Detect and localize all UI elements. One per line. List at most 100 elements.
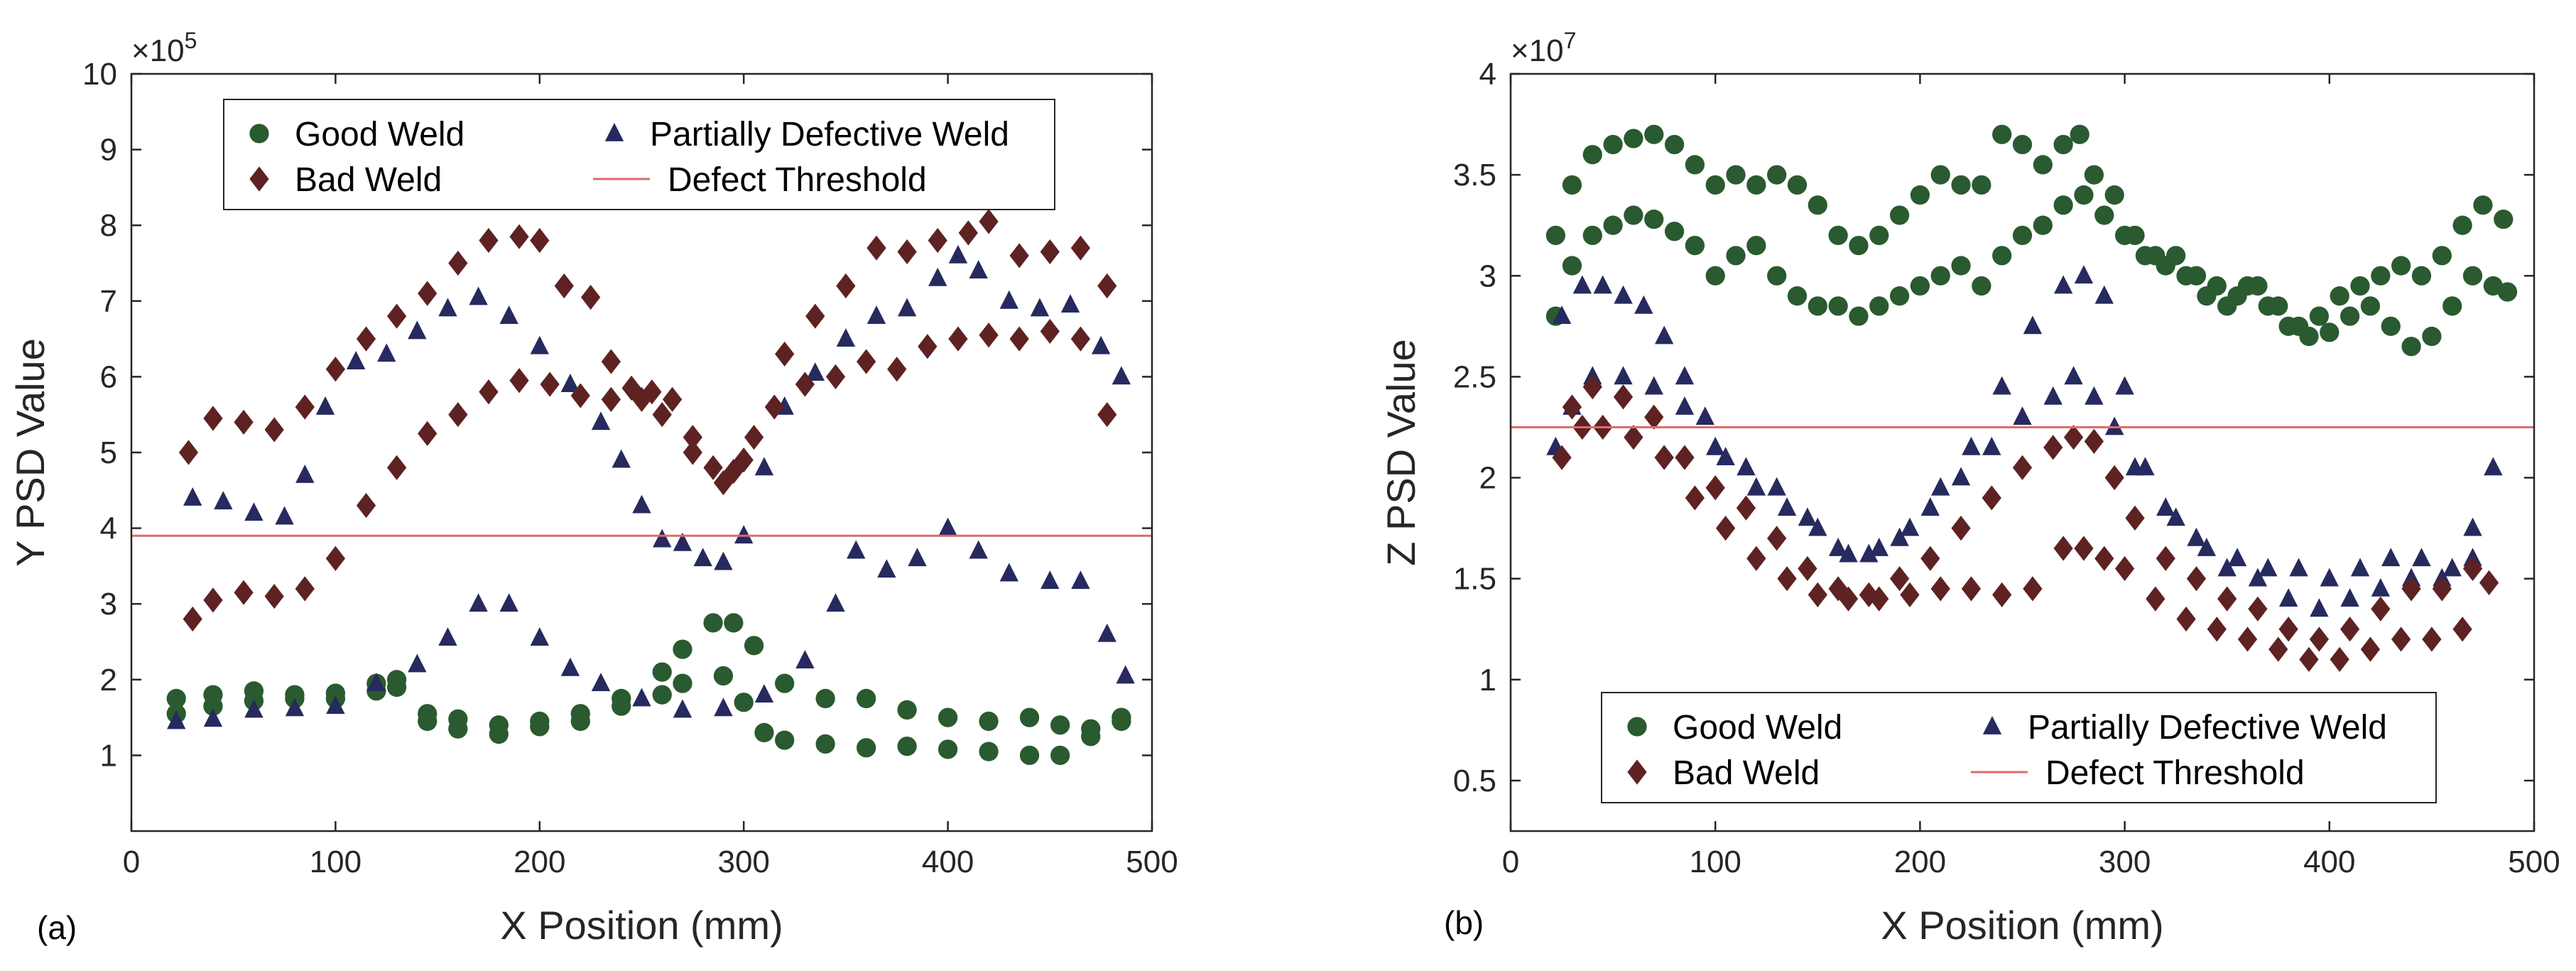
point-good-0-47-b (2494, 210, 2513, 229)
point-partial-3-19-b (2053, 275, 2073, 294)
point-good-1-19-a (815, 688, 835, 709)
series-partial-3-b (1552, 265, 2503, 587)
point-partial-2-13-b (1920, 497, 1940, 516)
point-good-1-20-b (1951, 256, 1971, 276)
y-ticks-b: 0.5 1 1.5 2 2.5 3 3.5 4 (1453, 57, 2534, 798)
point-good-1-11-a (570, 704, 590, 724)
point-partial-3-29-a (948, 244, 968, 264)
legend-label-b-2: Bad Weld (1673, 754, 1820, 792)
point-bad-5-15-b (2012, 455, 2033, 480)
point-good-1-24-a (1019, 707, 1040, 727)
point-bad-5-24-a (805, 303, 825, 329)
point-bad-4-13-b (1930, 576, 1950, 602)
point-good-1-10-a (530, 711, 550, 732)
point-partial-2-3-a (285, 698, 305, 717)
point-partial-3-33-b (2442, 558, 2462, 577)
y-tick-label-a-3: 4 (100, 511, 117, 546)
point-partial-2-17-b (2043, 386, 2063, 405)
point-good-1-21-a (897, 700, 917, 720)
point-good-1-3-a (285, 685, 305, 705)
point-partial-3-13-a (560, 374, 580, 392)
x-ticks-b: 0 100 200 300 400 500 (1502, 74, 2560, 879)
point-bad-5-21-a (724, 459, 744, 484)
point-partial-2-28-b (2340, 588, 2359, 607)
point-partial-3-32-b (2412, 548, 2431, 567)
point-good-1-21-b (1972, 276, 1991, 296)
point-bad-4-1-a (203, 587, 223, 613)
point-bad-4-30-a (1070, 326, 1091, 352)
point-partial-3-16-a (632, 494, 651, 514)
point-good-1-29-b (2135, 246, 2156, 266)
point-bad-5-5-b (1705, 475, 1725, 501)
x-tick-label-b-5: 500 (2508, 845, 2560, 879)
point-bad-5-26-a (866, 235, 886, 261)
chart-panel-a: 0 100 200 300 400 500 1 2 3 4 5 6 7 8 9 10 X Position … (8, 28, 1178, 948)
point-partial-3-4-b (1634, 295, 1653, 314)
point-partial-3-8-a (408, 320, 427, 340)
point-partial-3-35-a (1112, 366, 1131, 385)
point-partial-2-24-a (999, 563, 1019, 582)
point-good-0-23-b (2012, 134, 2033, 155)
legend-swatch-b-0 (1627, 717, 1647, 737)
point-good-1-4-b (1624, 205, 1643, 225)
panel-label-a: (a) (37, 909, 77, 946)
point-bad-5-6-b (1736, 495, 1756, 521)
point-partial-3-35-b (2484, 457, 2503, 476)
point-partial-2-23-a (969, 540, 988, 559)
point-good-1-13-b (1808, 296, 1827, 316)
y-exponent-power-b: 7 (1564, 28, 1577, 53)
point-partial-3-1-a (214, 491, 233, 510)
point-good-0-22-b (1992, 124, 2012, 144)
point-good-0-39-b (2330, 286, 2349, 306)
point-good-1-15-a (703, 613, 723, 633)
point-partial-3-11-a (499, 305, 518, 325)
point-good-1-17-b (1889, 286, 1910, 306)
point-good-1-14-b (1828, 296, 1848, 316)
point-bad-4-22-a (825, 364, 846, 389)
point-good-0-40-b (2350, 276, 2370, 296)
point-bad-5-32-a (1040, 239, 1060, 265)
point-bad-4-19-b (2094, 546, 2114, 571)
point-partial-2-0-a (167, 710, 186, 729)
legend-box-a (223, 99, 1055, 210)
point-partial-3-15-a (612, 449, 631, 468)
point-bad-4-8-b (1777, 566, 1797, 592)
point-good-1-41-b (2381, 316, 2401, 336)
point-good-1-16-a (724, 613, 744, 633)
point-good-1-12-b (1787, 286, 1808, 306)
legend-swatch-a-1 (604, 122, 624, 141)
point-bad-4-2-a (234, 580, 254, 605)
point-partial-2-20-a (877, 559, 896, 578)
y-tick-label-b-6: 3.5 (1453, 158, 1496, 192)
point-partial-3-5-b (1654, 325, 1674, 345)
point-good-0-16-a (734, 693, 754, 712)
legend-item-b-2: Bad Weld (1627, 754, 1820, 792)
point-good-1-6-b (1664, 222, 1685, 242)
series-partial-2-b (1546, 366, 2482, 617)
y-tick-label-a-7: 8 (100, 208, 117, 243)
point-good-0-22-a (938, 739, 958, 759)
point-partial-2-27-a (1097, 623, 1116, 642)
point-bad-4-7-a (386, 455, 407, 480)
point-partial-2-12-a (591, 673, 611, 692)
point-good-0-45-b (2452, 215, 2472, 235)
point-bad-5-17-a (642, 379, 662, 405)
point-good-1-12-a (612, 688, 631, 709)
point-bad-4-12-a (540, 371, 560, 397)
point-good-1-0-a (166, 688, 186, 709)
point-partial-3-24-a (805, 362, 825, 381)
point-bad-4-14-a (601, 386, 621, 412)
point-partial-3-10-a (469, 286, 488, 305)
point-partial-2-19-a (847, 540, 866, 559)
point-bad-5-0-a (178, 440, 199, 465)
data-marks-a (166, 209, 1135, 766)
point-good-1-42-b (2401, 337, 2421, 357)
point-partial-3-29-b (2320, 568, 2339, 587)
y-tick-label-a-5: 6 (100, 359, 117, 394)
point-bad-5-16-b (2043, 435, 2063, 460)
point-bad-5-15-a (601, 349, 621, 374)
point-partial-3-0-a (183, 487, 202, 506)
point-good-1-9-a (489, 715, 509, 735)
point-partial-3-2-b (1593, 275, 1612, 294)
